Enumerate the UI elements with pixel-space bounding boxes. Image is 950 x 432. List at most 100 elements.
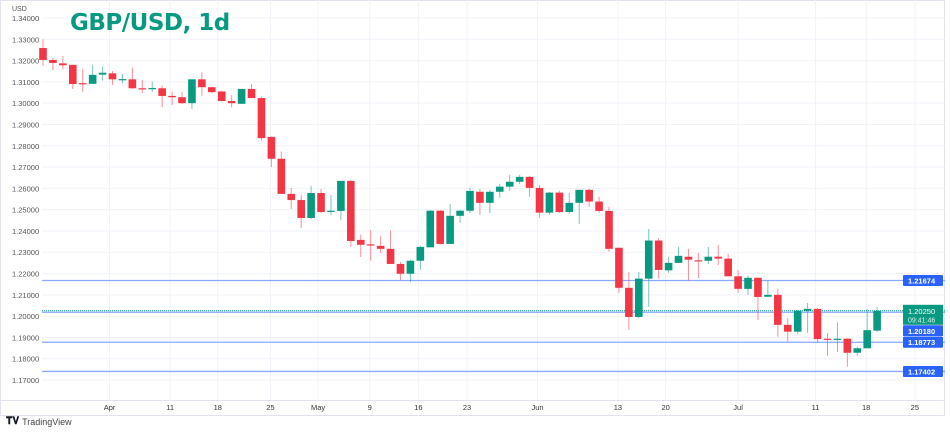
candle-up [466, 190, 474, 211]
candle-up [406, 260, 415, 274]
candle-down [684, 256, 693, 260]
price-level-tag-text: 1.18773 [908, 338, 935, 347]
candle-down [198, 79, 206, 88]
candle-down [247, 88, 256, 99]
candle-down [178, 97, 186, 104]
candle-down [843, 338, 852, 353]
candle-down [535, 187, 544, 213]
y-tick-label: 1.32000 [12, 57, 39, 66]
candle-down [774, 294, 782, 325]
candle-down [347, 180, 355, 241]
bar-countdown: 09:41:46 [908, 317, 935, 324]
current-price-value: 1.20250 [908, 307, 935, 316]
y-tick-label: 1.27000 [12, 163, 39, 172]
candle-up [88, 74, 97, 84]
y-tick-label: 1.33000 [12, 35, 39, 44]
candle-down [227, 101, 236, 104]
candle-down [783, 324, 792, 332]
y-tick-label: 1.34000 [12, 14, 39, 23]
candle-up [803, 308, 812, 311]
candle-up [307, 193, 315, 218]
candle-down [39, 48, 47, 60]
candle-down [297, 200, 305, 218]
y-tick-label: 1.25000 [12, 206, 39, 215]
candle-up [515, 176, 524, 182]
x-tick-label: 25 [266, 403, 274, 412]
candle-up [118, 79, 127, 81]
candle-down [436, 210, 444, 244]
candle-up [853, 348, 862, 353]
price-level-tag-text: 1.20180 [908, 327, 935, 336]
candle-up [188, 79, 196, 104]
candle-down [59, 63, 67, 66]
candle-down [396, 263, 405, 274]
brand-name: TradingView [22, 416, 72, 427]
candle-up [863, 330, 871, 349]
candle-up [644, 240, 653, 279]
candle-up [664, 262, 673, 271]
price-level-tag [903, 274, 943, 286]
candle-down [267, 136, 276, 159]
candle-down [386, 248, 395, 264]
x-tick-label: 18 [862, 403, 870, 412]
candle-up [873, 310, 881, 331]
candle-up [793, 310, 802, 332]
candle-up [237, 88, 246, 104]
candle-up [327, 210, 335, 212]
candle-down [49, 59, 57, 63]
y-tick-label: 1.28000 [12, 142, 39, 151]
x-tick-label: Apr [104, 403, 116, 412]
candle-down [654, 240, 663, 270]
x-tick-label: 9 [368, 403, 372, 412]
y-tick-label: 1.29000 [12, 120, 39, 129]
candle-up [456, 210, 464, 216]
candle-down [287, 193, 296, 201]
x-tick-label: Jul [733, 403, 743, 412]
candle-up [505, 181, 514, 187]
candle-up [337, 180, 345, 211]
candle-up [426, 210, 435, 248]
y-tick-label: 1.19000 [12, 333, 39, 342]
candle-up [764, 294, 772, 297]
candle-up [416, 246, 425, 261]
candle-down [823, 338, 832, 340]
candle-down [525, 176, 534, 188]
candle-down [625, 287, 633, 317]
currency-label: USD [12, 6, 27, 13]
candle-down [257, 98, 266, 139]
candle-down [724, 258, 732, 277]
candle-up [495, 186, 504, 192]
candle-up [635, 278, 643, 317]
candle-down [813, 308, 822, 340]
y-tick-label: 1.18000 [12, 355, 39, 364]
candle-down [217, 91, 226, 102]
candle-up [545, 192, 554, 213]
price-level-tag [903, 325, 943, 337]
x-tick-label: 13 [614, 403, 622, 412]
x-tick-label: 11 [812, 403, 820, 412]
candle-up [674, 255, 683, 263]
x-tick-label: 16 [414, 403, 422, 412]
candle-up [833, 338, 842, 340]
candle-down [108, 73, 117, 80]
x-tick-label: 11 [166, 403, 174, 412]
candle-down [168, 95, 176, 98]
price-level-tag-text: 1.17402 [908, 367, 935, 376]
candle-up [148, 88, 157, 90]
candle-down [615, 247, 623, 288]
candle-down [734, 276, 742, 289]
x-tick-label: 20 [661, 403, 669, 412]
candle-down [128, 79, 137, 89]
y-tick-label: 1.22000 [12, 270, 39, 279]
candle-down [78, 83, 87, 85]
candle-up [575, 189, 584, 203]
tradingview-brand[interactable]: 𝐓𝐕 TradingView [6, 416, 72, 427]
y-tick-label: 1.23000 [12, 248, 39, 257]
candle-up [704, 256, 713, 261]
candle-down [277, 158, 286, 194]
candle-down [694, 260, 703, 262]
y-tick-label: 1.17000 [12, 376, 39, 385]
tradingview-logo-icon: 𝐓𝐕 [6, 416, 20, 427]
candle-down [68, 64, 77, 85]
